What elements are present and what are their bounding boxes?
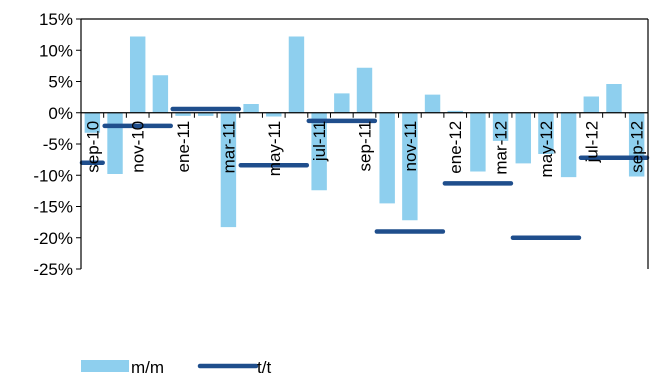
bar-feb-12	[470, 112, 486, 172]
y-tick-label: -5%	[43, 135, 73, 154]
bar-may-12	[538, 112, 554, 154]
x-tick-label: jul-12	[582, 121, 601, 164]
y-tick-label: 10%	[39, 41, 73, 60]
bar-mar-11	[220, 112, 237, 228]
y-tick-label: -15%	[33, 198, 73, 217]
x-tick-label: nov-11	[401, 121, 420, 172]
axes	[76, 18, 649, 270]
bar-jul-12	[583, 96, 600, 113]
bar-jun-12	[560, 112, 577, 178]
x-tick-label: mar-12	[492, 121, 511, 175]
legend: m/m t/t	[81, 358, 271, 377]
x-axis-tick-labels: sep-10 nov-10 ene-11 mar-11 may-11 jul-11 sep-…	[83, 121, 646, 178]
x-tick-label: ene-12	[446, 121, 465, 174]
line-series-tt	[79, 106, 650, 240]
bar-series-mm	[84, 36, 645, 228]
y-tick-label: 5%	[48, 73, 73, 92]
bar-jun-11	[288, 36, 305, 113]
bar-ene-12	[447, 110, 463, 113]
y-tick-label: -25%	[33, 260, 73, 279]
x-tick-label: sep-12	[628, 121, 647, 173]
x-tick-label: may-11	[265, 121, 284, 176]
bar-sep-10	[84, 112, 101, 133]
y-tick-label: 0%	[48, 104, 73, 123]
y-tick-label: 15%	[39, 10, 73, 29]
x-tick-label: sep-10	[83, 121, 102, 173]
y-axis-tick-labels: 15% 10% 5% 0% -5% -10% -15% -20% -25%	[33, 10, 73, 279]
bar-nov-10	[129, 36, 146, 113]
bar-oct-10	[107, 112, 123, 174]
x-tick-label: mar-11	[219, 121, 238, 174]
legend-label-mm: m/m	[131, 358, 164, 377]
legend-swatch-mm	[81, 360, 129, 372]
bar-abr-12	[515, 112, 531, 164]
bar-dic-11	[424, 94, 441, 113]
bar-nov-11	[402, 112, 418, 221]
bar-abr-11	[243, 104, 259, 113]
bar-oct-11	[379, 112, 395, 204]
bar-ene-11	[175, 112, 191, 116]
legend-label-tt: t/t	[257, 358, 271, 377]
x-tick-label: may-12	[537, 121, 556, 178]
bar-may-11	[266, 112, 282, 117]
y-tick-label: -20%	[33, 229, 73, 248]
x-tick-label: ene-11	[174, 121, 193, 173]
bar-sep-11	[356, 67, 373, 113]
bar-feb-11	[198, 112, 214, 116]
x-tick-label: sep-11	[356, 121, 375, 172]
bar-dic-10	[152, 75, 169, 113]
y-tick-label: -10%	[33, 166, 73, 185]
bar-sep-12	[628, 112, 645, 177]
x-tick-label: nov-10	[129, 121, 148, 173]
bar-mar-12	[492, 112, 509, 141]
bar-ago-12	[606, 84, 622, 113]
x-tick-label: jul-11	[310, 121, 329, 162]
bar-ago-11	[334, 93, 350, 113]
bar-jul-11	[311, 112, 327, 191]
